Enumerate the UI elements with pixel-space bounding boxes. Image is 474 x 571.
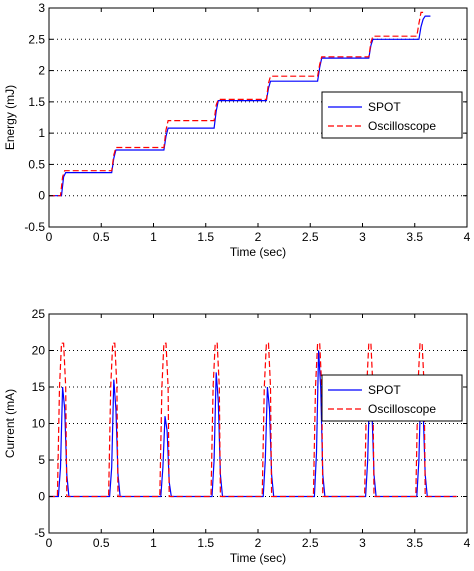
current-x-tick-label: 3.5: [406, 536, 423, 550]
current-legend-oscilloscope-label: Oscilloscope: [368, 402, 436, 416]
energy-y-tick-label: 0: [38, 189, 45, 203]
energy-y-tick-label: 2.5: [28, 32, 45, 46]
energy-series-oscilloscope-line: [49, 11, 424, 197]
current-y-tick-label: 0: [38, 490, 45, 504]
energy-y-tick-label: 2: [38, 64, 45, 78]
energy-x-tick-label: 0: [46, 230, 53, 244]
current-x-tick-label: 3: [359, 536, 366, 550]
energy-y-tick-label: 1: [38, 126, 45, 140]
energy-ticks: 0 0.5 1 1.5 2 2.5 3 3.5 4-0.500.511.522.53: [24, 1, 470, 244]
energy-x-tick-label: 2.5: [302, 230, 319, 244]
current-x-tick-label: 0.5: [93, 536, 110, 550]
energy-x-axis-label: Time (sec): [230, 245, 286, 259]
current-y-tick-label: -5: [34, 526, 45, 540]
current-x-axis-label: Time (sec): [230, 551, 286, 565]
current-y-tick-label: 20: [32, 344, 46, 358]
current-y-tick-label: 10: [32, 417, 46, 431]
current-x-tick-label: 0: [46, 536, 53, 550]
current-legend: SPOT Oscilloscope: [321, 374, 463, 422]
current-x-tick-label: 4: [464, 536, 471, 550]
current-legend-spot-label: SPOT: [368, 383, 401, 397]
current-x-tick-label: 2.5: [302, 536, 319, 550]
current-legend-box: [321, 374, 463, 422]
current-x-tick-label: 1.5: [197, 536, 214, 550]
current-x-tick-label: 1: [150, 536, 157, 550]
energy-x-tick-label: 1: [150, 230, 157, 244]
energy-x-tick-label: 3: [359, 230, 366, 244]
current-y-tick-label: 25: [32, 307, 46, 321]
energy-chart: 0 0.5 1 1.5 2 2.5 3 3.5 4-0.500.511.522.53 Time …: [3, 1, 471, 259]
energy-legend-oscilloscope-label: Oscilloscope: [368, 119, 436, 133]
energy-legend-spot-label: SPOT: [368, 100, 401, 114]
energy-series: [49, 11, 431, 197]
current-y-tick-label: 5: [38, 453, 45, 467]
energy-y-axis-label: Energy (mJ): [3, 85, 17, 150]
energy-x-tick-label: 0.5: [93, 230, 110, 244]
energy-legend: SPOT Oscilloscope: [321, 91, 463, 139]
energy-x-tick-label: 3.5: [406, 230, 423, 244]
energy-legend-box: [321, 91, 463, 139]
current-y-axis-label: Current (mA): [3, 389, 17, 458]
current-y-tick-label: 15: [32, 380, 46, 394]
energy-x-tick-label: 4: [464, 230, 471, 244]
energy-x-tick-label: 1.5: [197, 230, 214, 244]
energy-x-tick-label: 2: [255, 230, 262, 244]
energy-y-tick-label: 3: [38, 1, 45, 15]
energy-y-tick-label: 0.5: [28, 157, 45, 171]
energy-y-tick-label: 1.5: [28, 95, 45, 109]
energy-y-tick-label: -0.5: [24, 220, 45, 234]
current-x-tick-label: 2: [255, 536, 262, 550]
